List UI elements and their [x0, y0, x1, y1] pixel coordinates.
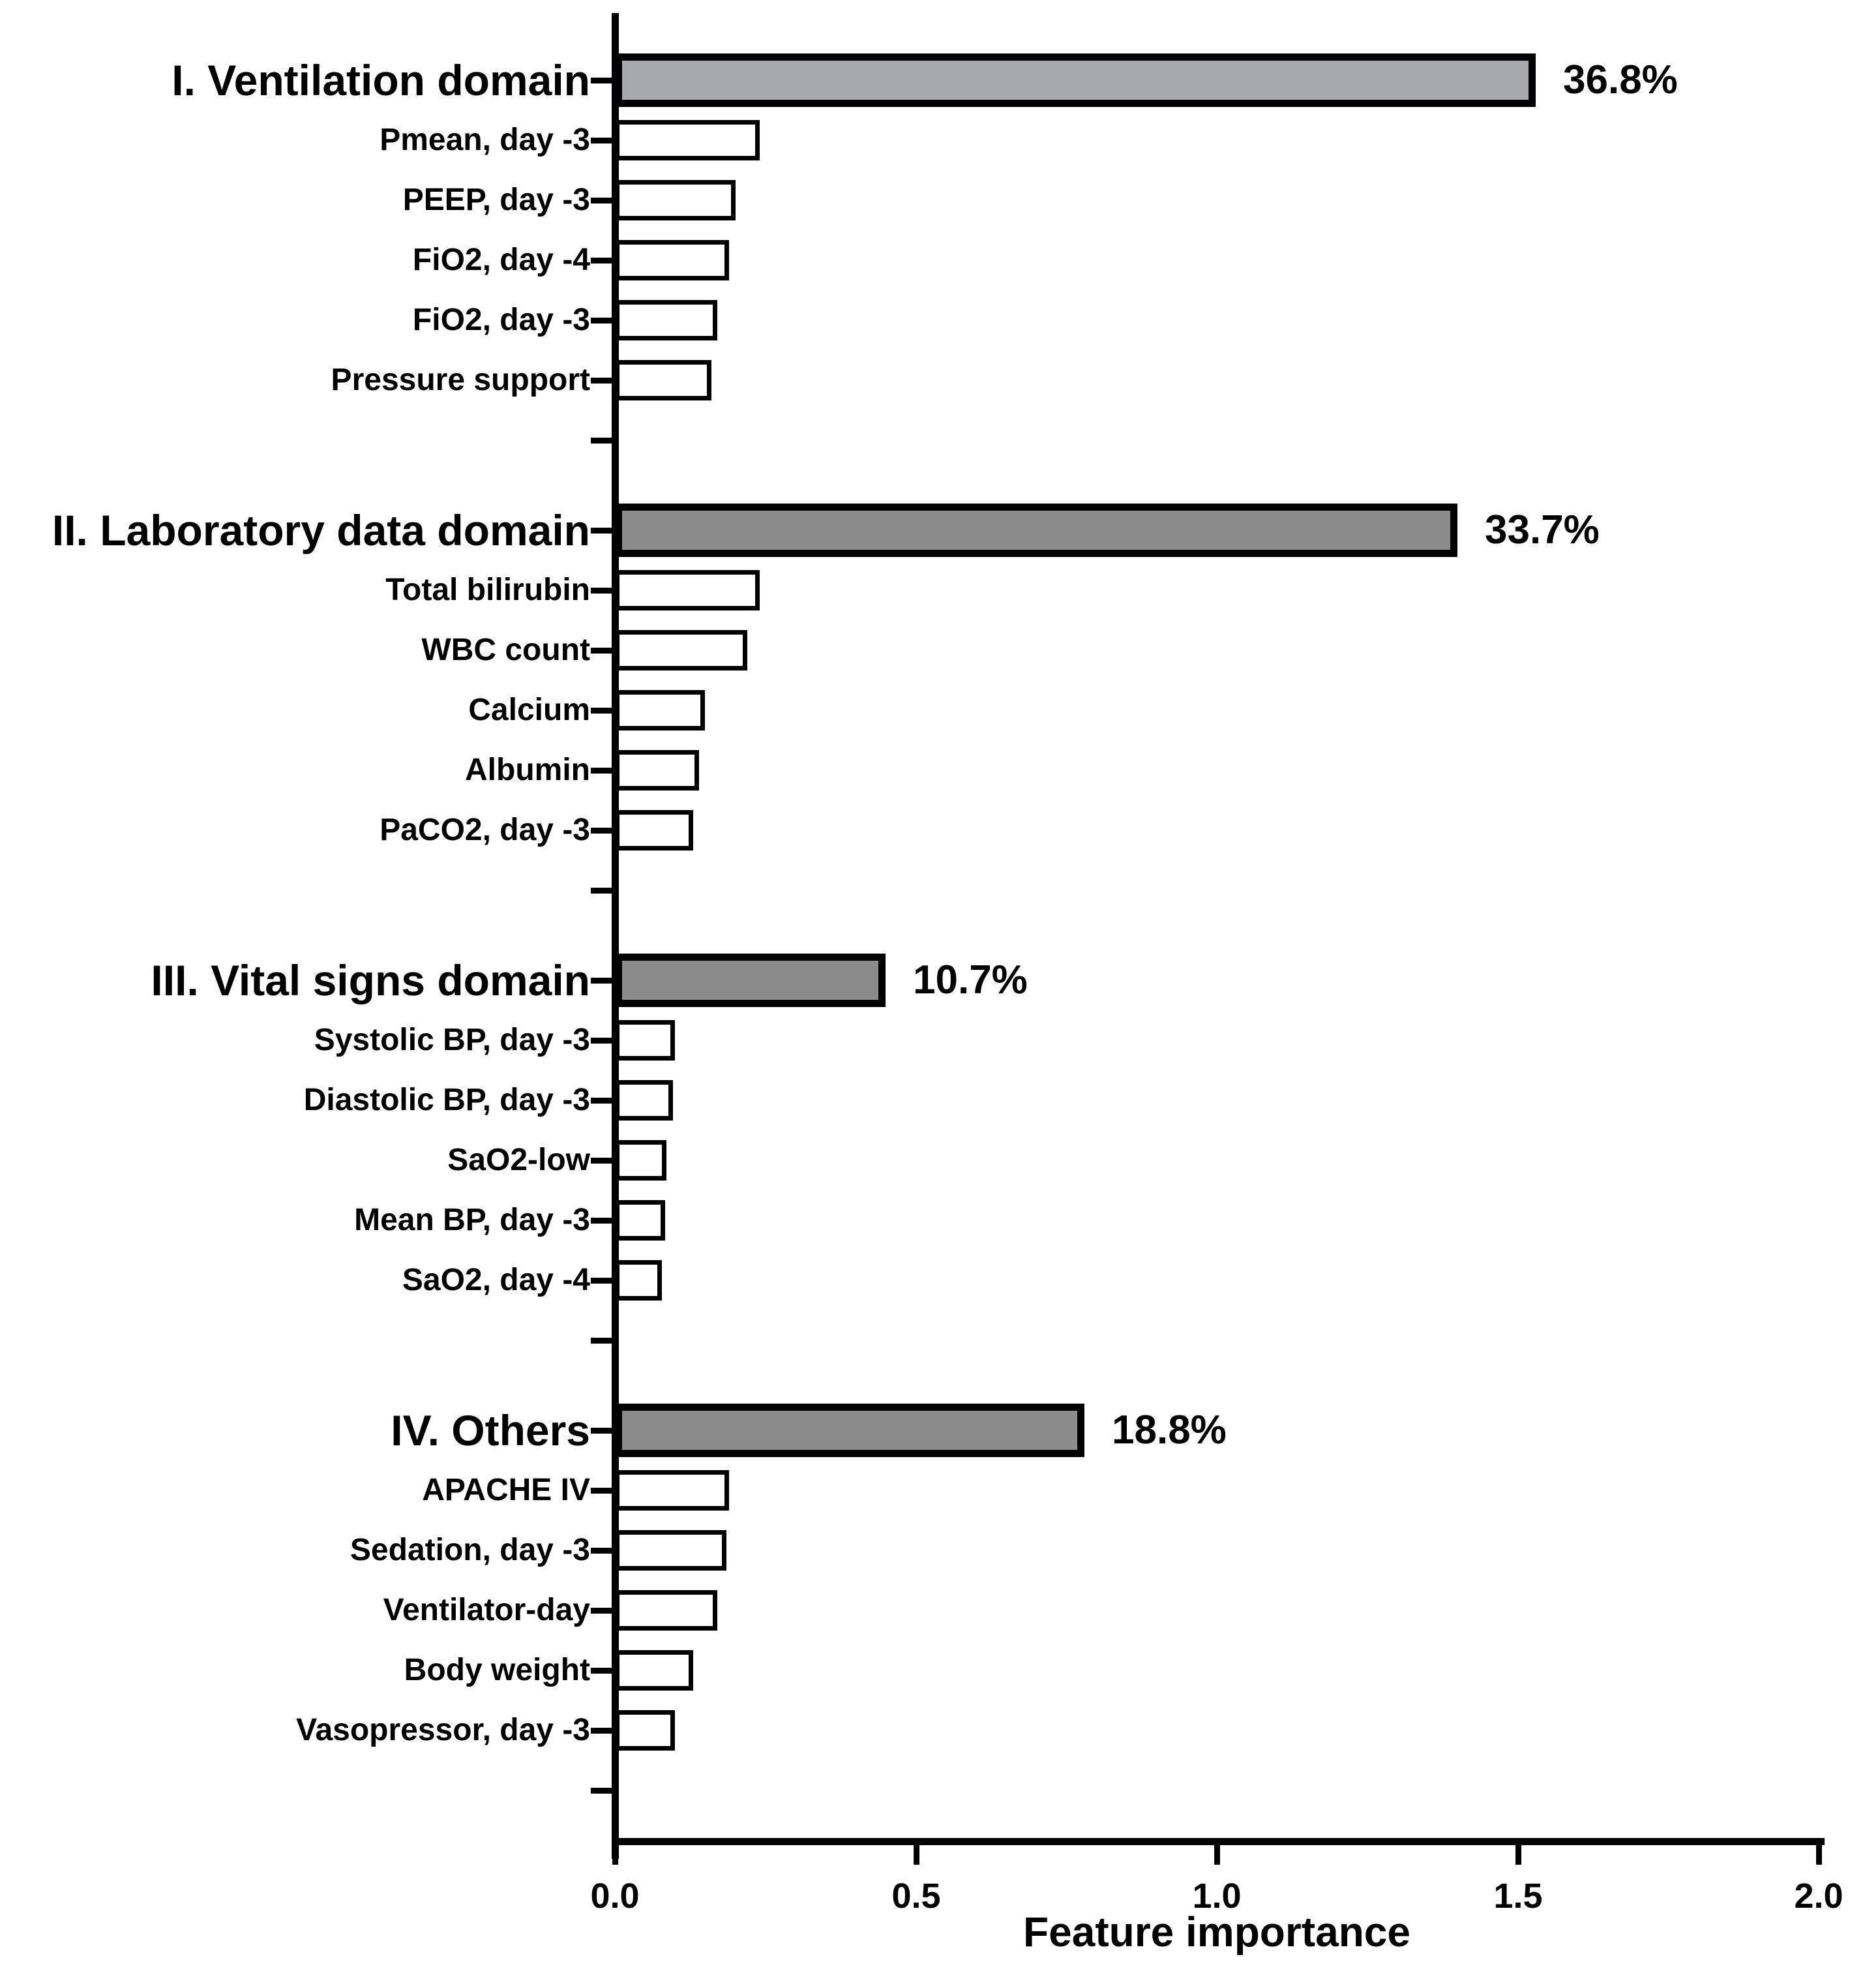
percent-label: 10.7% — [913, 957, 1028, 1002]
feature-bar — [615, 240, 729, 280]
y-axis-tick — [591, 1608, 613, 1614]
feature-bar — [615, 1470, 729, 1511]
x-axis-tick — [1214, 1845, 1220, 1865]
y-axis-tick — [591, 888, 613, 894]
y-axis-tick — [591, 1788, 613, 1794]
y-axis-tick — [591, 318, 613, 324]
feature-label: SaO2, day -4 — [402, 1263, 590, 1297]
x-axis-tick — [1515, 1845, 1521, 1865]
y-axis-tick — [591, 1158, 613, 1164]
x-axis-tick — [612, 1845, 618, 1865]
feature-label: Diastolic BP, day -3 — [303, 1083, 590, 1117]
percent-label: 36.8% — [1563, 57, 1678, 102]
y-axis-tick — [591, 1098, 613, 1104]
feature-bar — [615, 1080, 673, 1121]
feature-bar — [615, 1200, 665, 1241]
x-axis — [612, 1838, 1825, 1845]
feature-bar — [615, 630, 747, 670]
x-axis-tick-label: 2.0 — [1794, 1876, 1843, 1916]
feature-label: Body weight — [404, 1653, 590, 1687]
feature-label: Systolic BP, day -3 — [314, 1023, 590, 1057]
group-label: III. Vital signs domain — [151, 956, 590, 1004]
feature-bar — [615, 690, 705, 730]
x-axis-tick — [914, 1845, 919, 1865]
x-axis-tick-label: 1.0 — [1192, 1876, 1242, 1916]
y-axis-tick — [591, 198, 613, 203]
feature-bar — [615, 1140, 666, 1181]
y-axis-tick — [591, 768, 613, 774]
y-axis-tick — [591, 378, 613, 384]
y-axis-tick — [591, 1038, 613, 1044]
feature-label: Albumin — [465, 753, 590, 787]
feature-label: Total bilirubin — [385, 573, 590, 607]
feature-label: Vasopressor, day -3 — [296, 1713, 590, 1747]
feature-label: Pmean, day -3 — [380, 123, 590, 157]
y-axis-tick — [591, 1338, 613, 1344]
feature-bar — [615, 570, 760, 610]
y-axis-tick — [591, 828, 613, 834]
feature-label: PaCO2, day -3 — [380, 813, 590, 847]
group-label: II. Laboratory data domain — [52, 506, 590, 554]
feature-label: Ventilator-day — [383, 1593, 590, 1627]
feature-bar — [615, 810, 693, 851]
feature-bar — [615, 300, 717, 340]
feature-bar — [615, 360, 711, 400]
feature-label: Mean BP, day -3 — [354, 1203, 590, 1237]
group-label: I. Ventilation domain — [172, 56, 590, 104]
x-axis-tick-label: 0.0 — [590, 1876, 640, 1916]
y-axis-tick — [591, 528, 613, 534]
feature-bar — [615, 180, 736, 220]
y-axis-tick — [591, 258, 613, 264]
x-axis-title: Feature importance — [1023, 1908, 1410, 1955]
y-axis-tick — [591, 1728, 613, 1734]
feature-bar — [615, 1710, 675, 1751]
y-axis — [612, 13, 619, 1859]
feature-bar — [615, 750, 699, 791]
y-axis-tick — [591, 78, 613, 83]
y-axis-tick — [591, 648, 613, 654]
x-axis-tick-label: 1.5 — [1493, 1876, 1543, 1916]
percent-label: 18.8% — [1112, 1408, 1227, 1453]
feature-label: PEEP, day -3 — [402, 183, 590, 217]
x-axis-tick-label: 0.5 — [891, 1876, 941, 1916]
feature-bar — [615, 1650, 693, 1691]
percent-label: 33.7% — [1485, 507, 1600, 552]
feature-bar — [615, 1020, 675, 1061]
group-bar — [615, 954, 886, 1007]
feature-label: SaO2-low — [447, 1143, 590, 1177]
feature-bar — [615, 120, 760, 160]
y-axis-tick — [591, 978, 613, 984]
feature-label: Sedation, day -3 — [350, 1533, 590, 1567]
y-axis-tick — [591, 138, 613, 143]
y-axis-tick — [591, 1488, 613, 1494]
y-axis-tick — [591, 1218, 613, 1224]
y-axis-tick — [591, 1428, 613, 1434]
x-axis-tick — [1816, 1845, 1822, 1865]
y-axis-tick — [591, 1548, 613, 1554]
group-label: IV. Others — [391, 1406, 590, 1454]
group-bar — [615, 1404, 1084, 1457]
y-axis-tick — [591, 588, 613, 594]
group-bar — [615, 53, 1536, 107]
feature-bar — [615, 1260, 662, 1301]
y-axis-tick — [591, 708, 613, 714]
y-axis-tick — [591, 1668, 613, 1674]
feature-label: WBC count — [421, 633, 590, 667]
feature-label: APACHE IV — [422, 1473, 590, 1507]
feature-label: Pressure support — [331, 363, 590, 397]
feature-label: Calcium — [468, 693, 590, 727]
feature-bar — [615, 1590, 717, 1631]
feature-label: FiO2, day -4 — [412, 243, 590, 277]
group-bar — [615, 504, 1457, 557]
y-axis-tick — [591, 1278, 613, 1284]
y-axis-tick — [591, 438, 613, 444]
feature-label: FiO2, day -3 — [412, 303, 590, 337]
feature-bar — [615, 1530, 726, 1571]
